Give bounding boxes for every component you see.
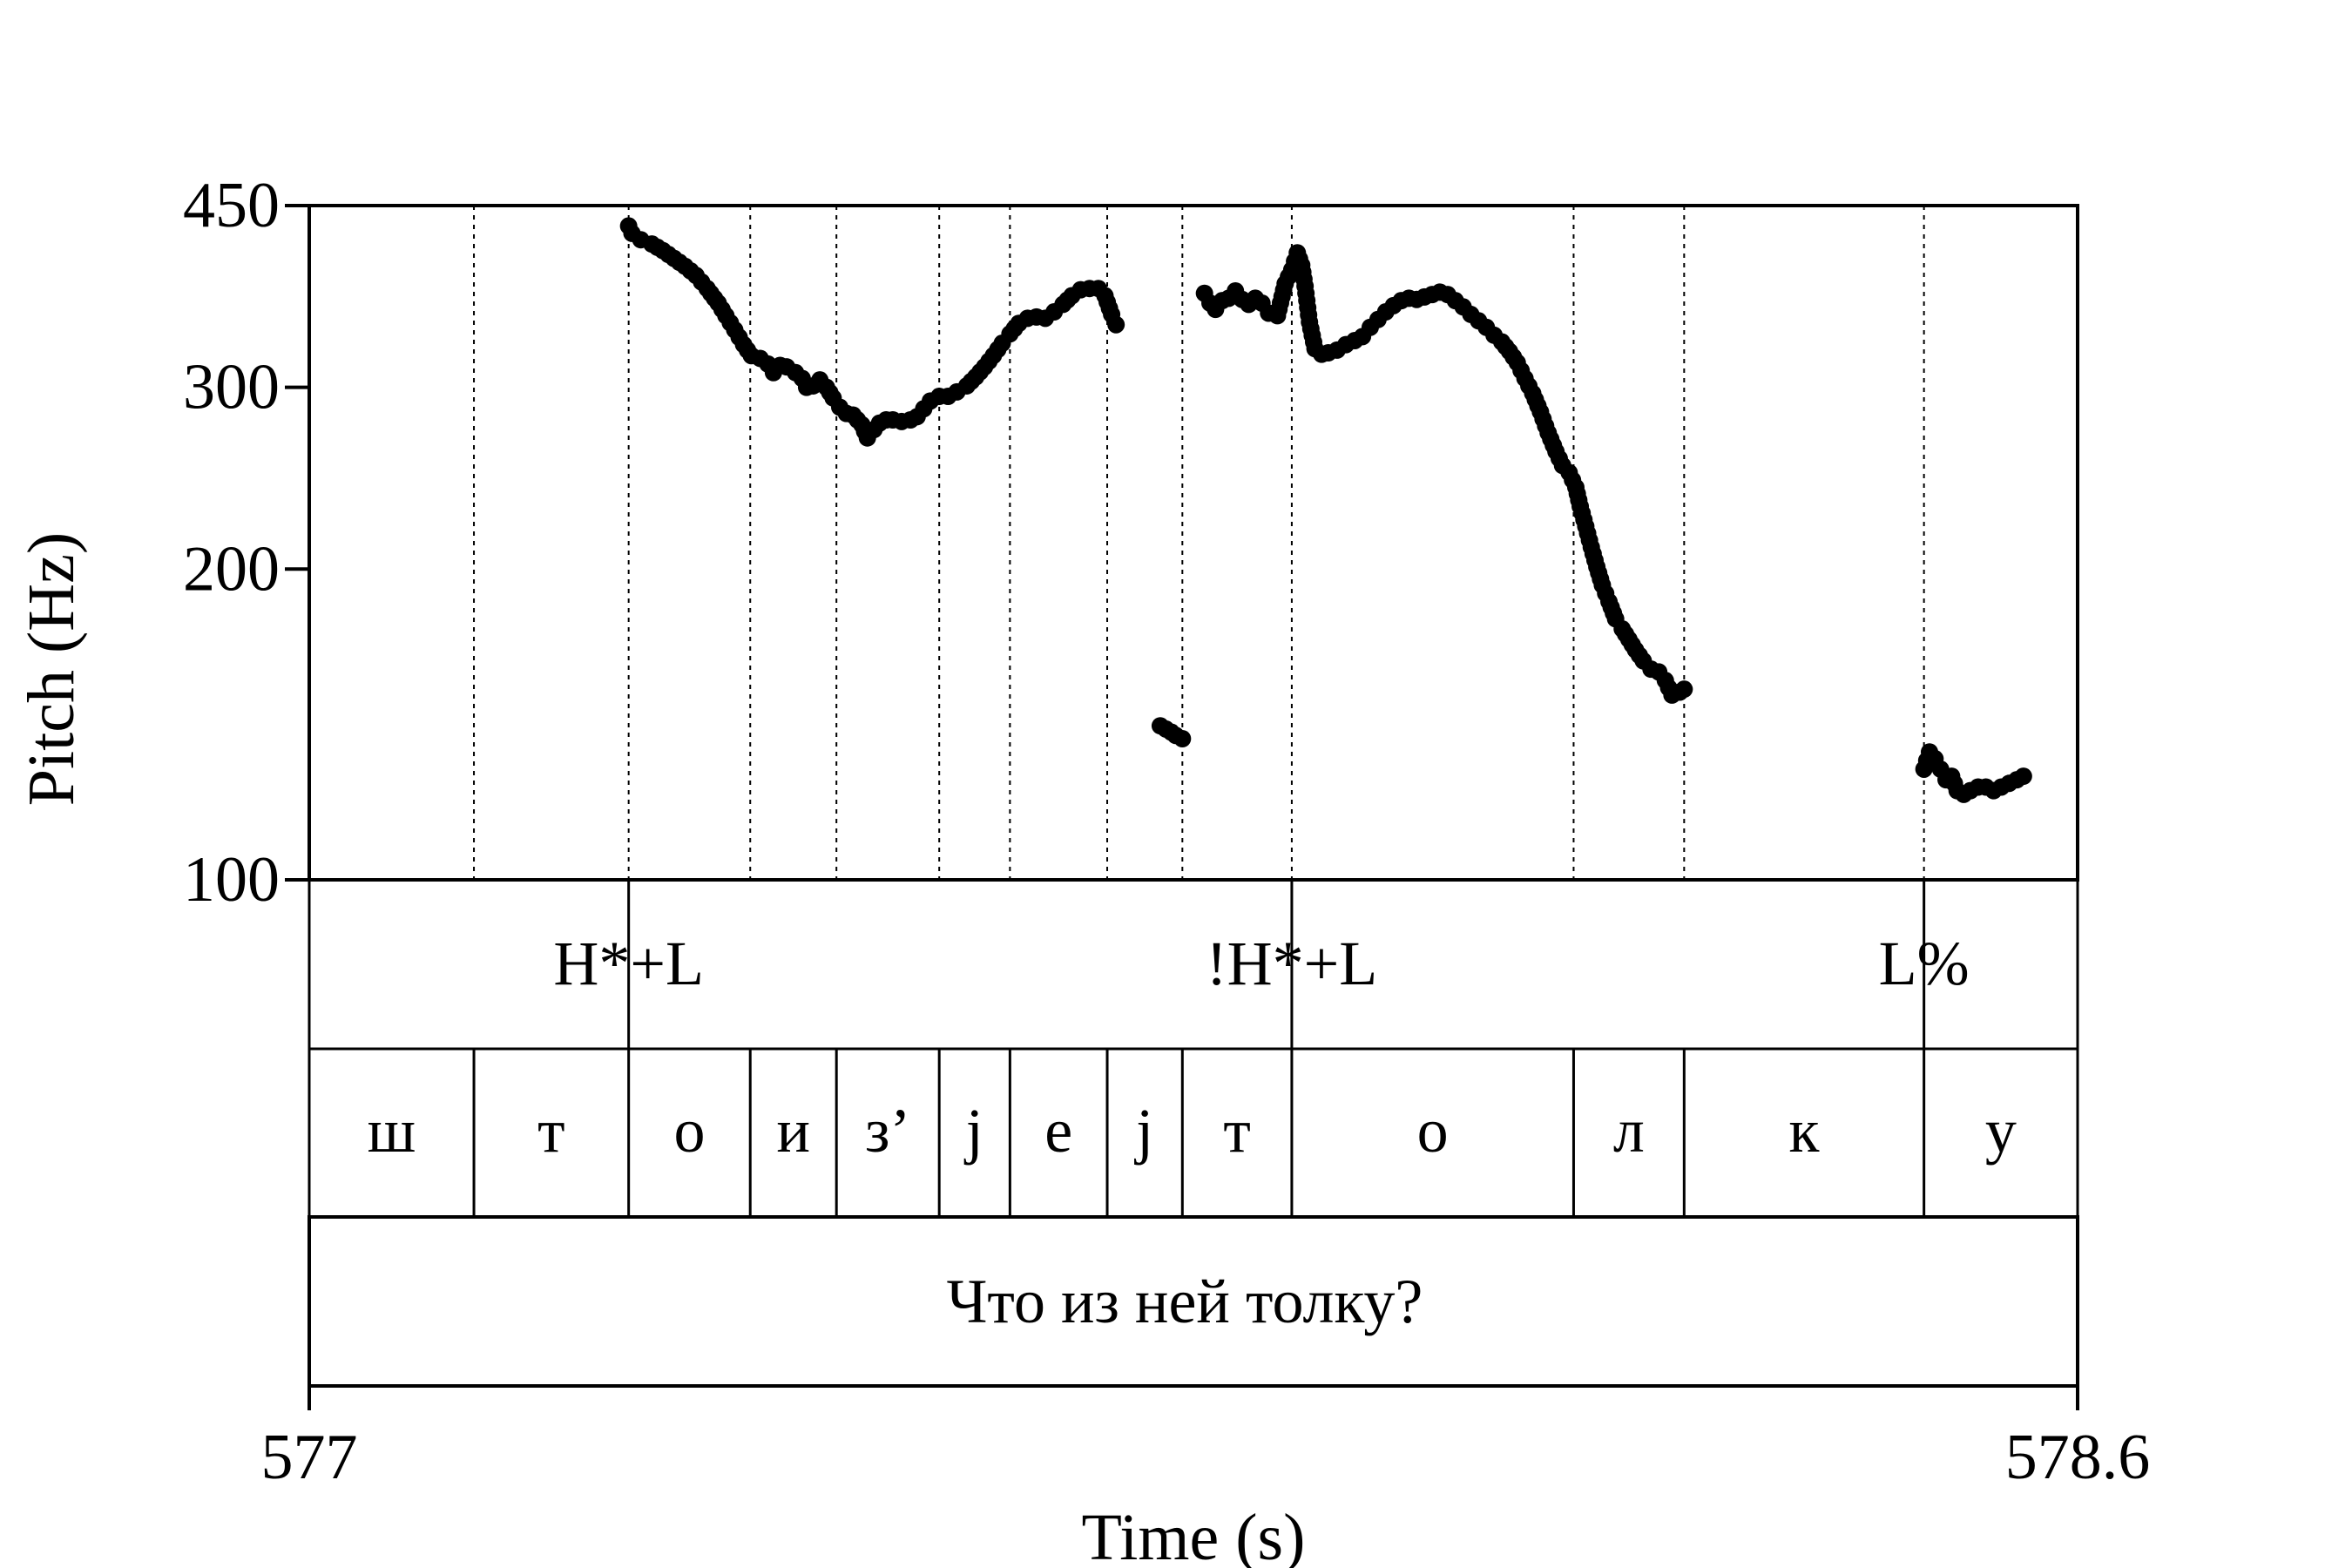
segment-label: и <box>776 1096 810 1166</box>
segment-label: ш <box>368 1096 416 1166</box>
tone-tier: H*+L !H*+L L% <box>553 929 1969 998</box>
y-tick-label: 200 <box>183 533 280 605</box>
segment-label: j <box>1133 1096 1153 1166</box>
pitch-point <box>1173 729 1192 747</box>
pitch-point <box>2014 767 2032 786</box>
pitch-points <box>619 217 2032 803</box>
segment-label: j <box>963 1096 983 1166</box>
boundary-lines <box>472 206 1926 1217</box>
x-axis-ticks: 577 578.6 <box>261 1386 2151 1493</box>
sentence-tier-frame <box>308 1215 2079 1388</box>
tone-label: L% <box>1879 929 1970 998</box>
segment-label: е <box>1044 1096 1072 1166</box>
tone-label: H*+L <box>553 929 704 998</box>
y-axis-ticks: 100 200 300 450 <box>183 170 309 916</box>
y-tick-label: 100 <box>183 844 280 916</box>
x-tick-label: 577 <box>261 1422 358 1493</box>
y-tick-label: 450 <box>183 170 280 241</box>
pitch-point <box>1107 315 1125 334</box>
segment-tier: ш т о и з’ j е j т о л к у <box>368 1096 2017 1166</box>
x-axis-title: Time (s) <box>1082 1501 1306 1568</box>
y-tick-label: 300 <box>183 352 280 423</box>
tone-label: !H*+L <box>1206 929 1378 998</box>
x-tick-label: 578.6 <box>2005 1422 2151 1493</box>
y-axis-title: Pitch (Hz) <box>15 532 88 806</box>
pitch-point <box>1675 680 1693 699</box>
segment-label: о <box>673 1096 705 1166</box>
pitch-plot-frame <box>308 204 2079 882</box>
segment-label: к <box>1788 1096 1820 1166</box>
segment-label: т <box>537 1096 564 1166</box>
segment-label: т <box>1223 1096 1250 1166</box>
segment-label: о <box>1417 1096 1449 1166</box>
segment-label: л <box>1613 1096 1645 1166</box>
segment-label: з’ <box>865 1096 910 1166</box>
segment-label: у <box>1985 1096 2017 1166</box>
sentence-label: Что из ней толку? <box>947 1267 1423 1336</box>
